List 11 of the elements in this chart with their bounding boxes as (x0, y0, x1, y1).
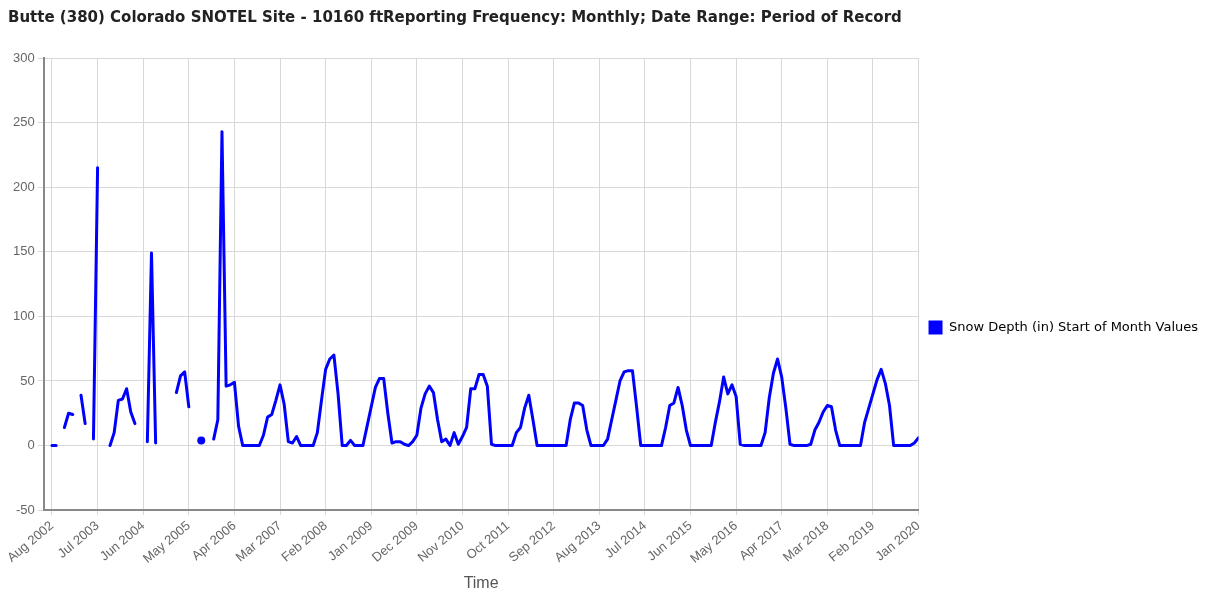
legend-label: Snow Depth (in) Start of Month Values (949, 318, 1199, 334)
x-axis-title: Time (463, 573, 499, 591)
y-tick-label: 50 (20, 372, 35, 388)
y-tick-label: 150 (12, 243, 35, 259)
y-tick-label: -50 (15, 501, 35, 517)
chart-title: Butte (380) Colorado SNOTEL Site - 10160 ftReporting Frequency: Monthly; Date Range: Period of Record (8, 8, 902, 26)
y-tick-label: 200 (12, 178, 35, 194)
y-tick-label: 250 (12, 114, 35, 130)
y-tick-label: 300 (12, 49, 35, 65)
y-tick-label: 100 (12, 307, 35, 323)
y-tick-label: 0 (27, 437, 35, 453)
